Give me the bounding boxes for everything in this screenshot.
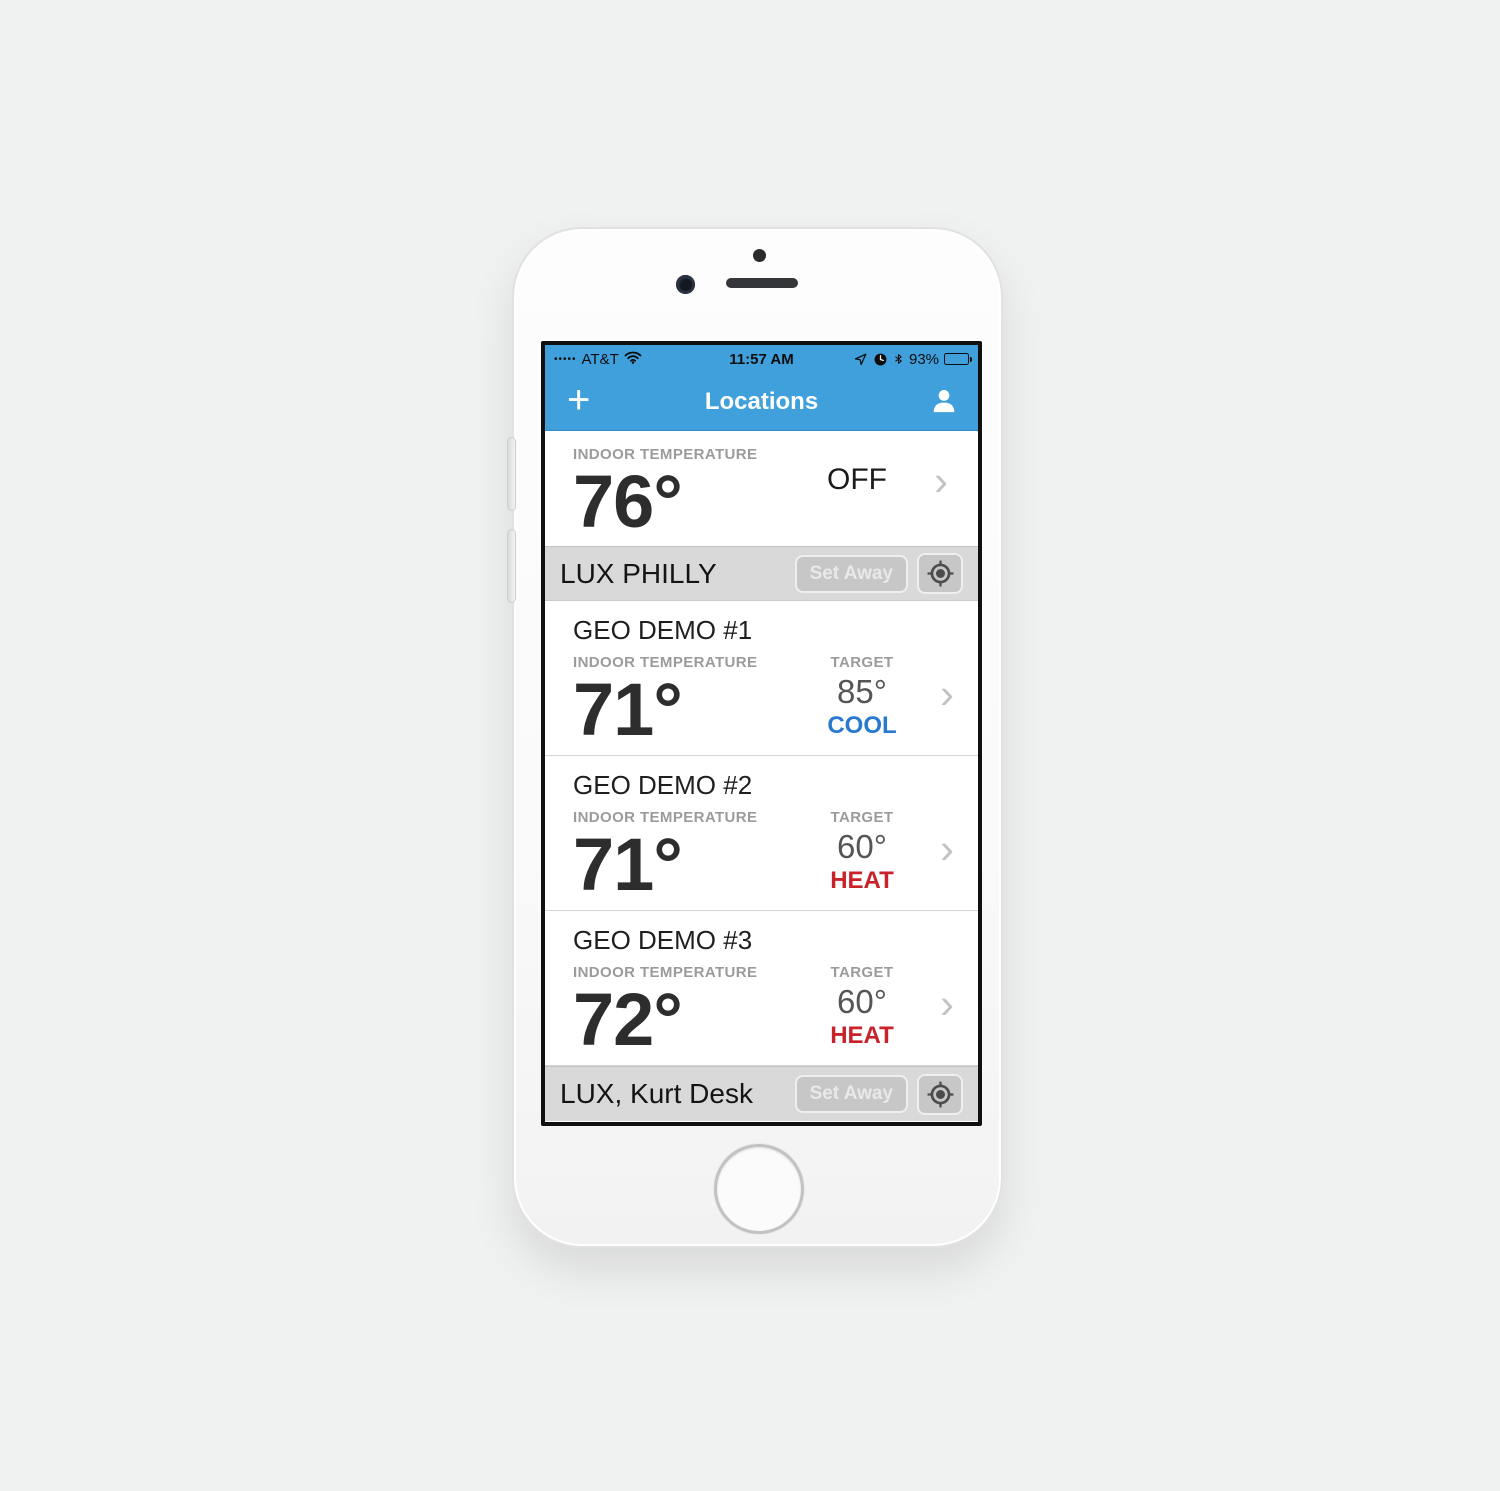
thermostat-row-geo-demo-1[interactable]: GEO DEMO #1 INDOOR TEMPERATURE 71° TARGE…: [545, 601, 978, 756]
volume-up-button[interactable]: [507, 437, 516, 511]
mode-label: OFF: [827, 463, 887, 496]
indoor-temperature-label: INDOOR TEMPERATURE: [573, 654, 758, 671]
thermostat-row-off[interactable]: INDOOR TEMPERATURE 76° OFF ›: [545, 431, 978, 546]
status-bar: ••••• AT&T 11:57 AM: [545, 345, 978, 373]
thermostat-name: GEO DEMO #1: [573, 615, 753, 645]
gps-target-icon: [927, 560, 953, 587]
proximity-sensor: [753, 249, 766, 262]
location-section-lux-philly: LUX PHILLY Set Away: [545, 546, 978, 601]
set-away-button[interactable]: Set Away: [794, 554, 908, 593]
chevron-right-icon: ›: [940, 980, 954, 1027]
indoor-temperature-label: INDOOR TEMPERATURE: [573, 964, 758, 981]
indoor-temperature-label: INDOOR TEMPERATURE: [573, 446, 758, 463]
page-title: Locations: [704, 387, 819, 415]
mode-label: HEAT: [830, 866, 894, 894]
target-temperature-value: 60°: [837, 828, 887, 865]
target-label: TARGET: [830, 809, 894, 826]
target-label: TARGET: [830, 654, 894, 671]
status-time: 11:57 AM: [729, 350, 794, 368]
alarm-clock-icon: [873, 352, 888, 367]
carrier-label: AT&T: [581, 350, 619, 368]
indoor-temperature-value: 72°: [573, 978, 683, 1061]
thermostat-row-geo-demo-2[interactable]: GEO DEMO #2 INDOOR TEMPERATURE 71° TARGE…: [545, 756, 978, 911]
phone-screen: ••••• AT&T 11:57 AM: [541, 341, 982, 1126]
thermostat-name: GEO DEMO #2: [573, 770, 753, 800]
account-button[interactable]: [930, 387, 958, 420]
chevron-right-icon: ›: [934, 457, 948, 504]
location-services-icon: [853, 352, 868, 367]
geolocation-button[interactable]: [917, 553, 963, 594]
target-temperature-value: 60°: [837, 983, 887, 1020]
location-section-lux-kurt-desk: LUX, Kurt Desk Set Away: [545, 1066, 978, 1121]
earpiece-speaker: [726, 278, 798, 288]
location-name: LUX PHILLY: [560, 557, 717, 589]
iphone-device-frame: ••••• AT&T 11:57 AM: [507, 227, 1003, 1248]
signal-strength-icon: •••••: [554, 354, 577, 365]
indoor-temperature-value: 71°: [573, 823, 683, 906]
set-away-button[interactable]: Set Away: [794, 1075, 908, 1113]
indoor-temperature-value: 76°: [573, 460, 683, 543]
mode-label: COOL: [827, 711, 897, 739]
indoor-temperature-value: 71°: [573, 668, 683, 751]
thermostat-name: GEO DEMO #3: [573, 925, 753, 955]
thermostat-row-geo-demo-3[interactable]: GEO DEMO #3 INDOOR TEMPERATURE 72° TARGE…: [545, 911, 978, 1066]
add-location-button[interactable]: +: [567, 378, 591, 422]
bluetooth-icon: [893, 351, 904, 367]
indoor-temperature-label: INDOOR TEMPERATURE: [573, 809, 758, 826]
mode-label: HEAT: [830, 1021, 894, 1049]
wifi-icon: [624, 350, 642, 368]
target-temperature-value: 85°: [837, 673, 887, 710]
target-label: TARGET: [830, 964, 894, 981]
chevron-right-icon: ›: [940, 825, 954, 872]
app-header: + Locations: [545, 373, 978, 431]
location-name: LUX, Kurt Desk: [560, 1078, 753, 1109]
chevron-right-icon: ›: [940, 670, 954, 717]
geolocation-button[interactable]: [917, 1073, 963, 1115]
gps-target-icon: [927, 1081, 953, 1107]
battery-icon: [944, 353, 973, 365]
home-button[interactable]: [714, 1144, 804, 1234]
volume-down-button[interactable]: [507, 529, 516, 603]
battery-percent-label: 93%: [908, 350, 940, 368]
front-camera: [676, 275, 695, 294]
